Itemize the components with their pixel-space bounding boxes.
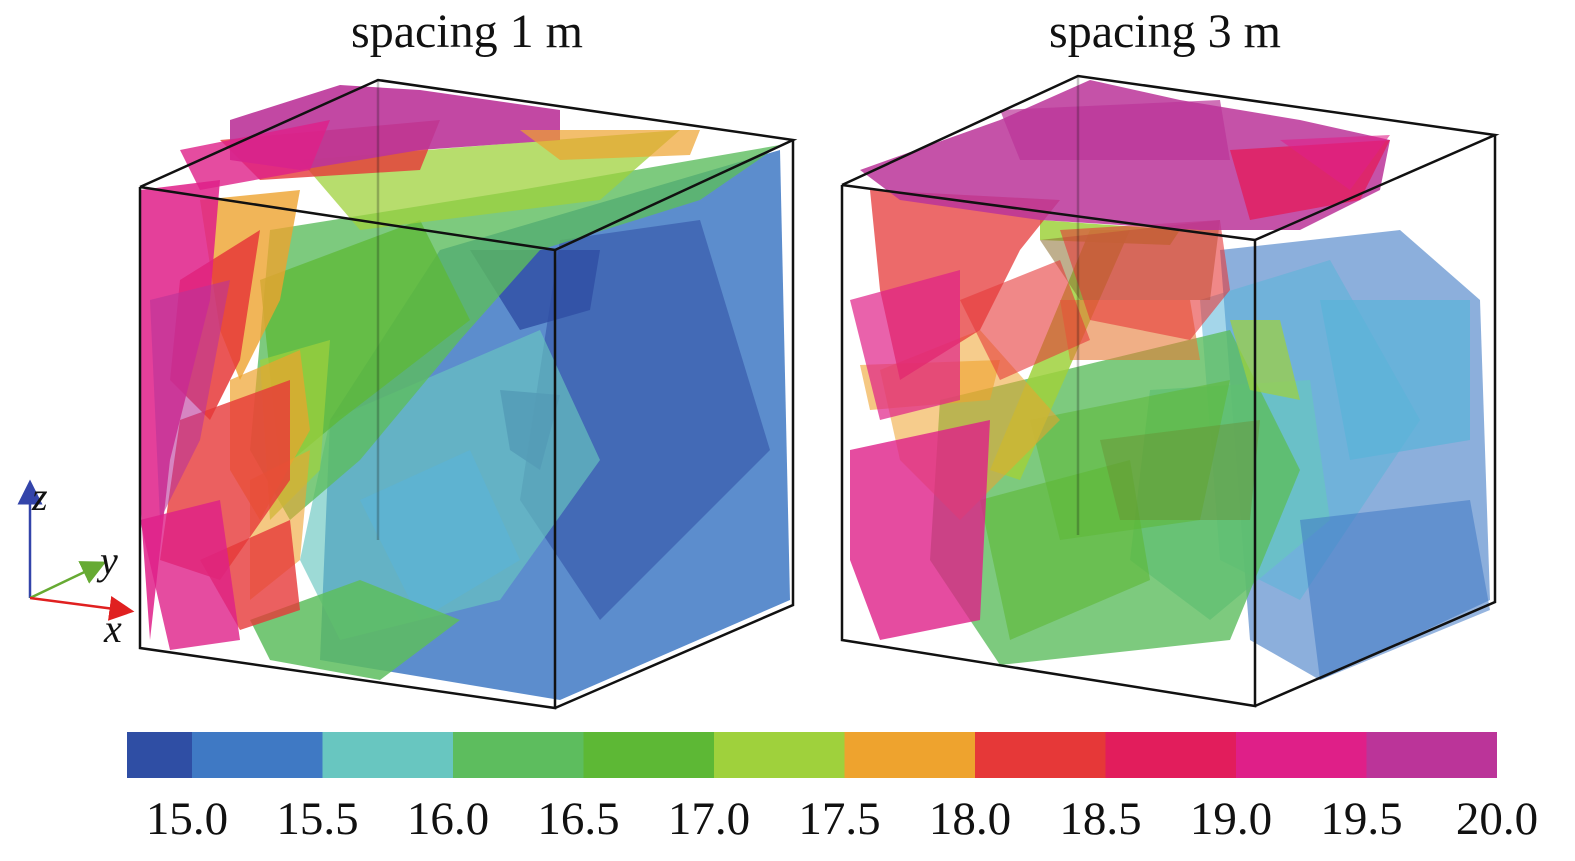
- left-panel-title: spacing 1 m: [351, 5, 583, 58]
- colorbar-tick-label: 17.5: [798, 793, 881, 845]
- colorbar: [127, 732, 1497, 778]
- left-cube-frame: [138, 78, 798, 710]
- right-cube-frame: [840, 74, 1500, 708]
- colorbar-segment: [975, 732, 1106, 778]
- colorbar-segment: [322, 732, 453, 778]
- colorbar-tick-label: 16.0: [406, 793, 490, 845]
- colorbar-segment: [192, 732, 323, 778]
- colorbar-tick-label: 19.5: [1320, 793, 1403, 845]
- colorbar-segment: [844, 732, 975, 778]
- left-cube-fractures: [140, 85, 790, 700]
- colorbar-tick-label: 17.0: [667, 793, 751, 845]
- right-cube-fractures: [850, 80, 1490, 680]
- colorbar-segment: [714, 732, 845, 778]
- colorbar-segment: [453, 732, 584, 778]
- colorbar-tick-label: 20.0: [1455, 793, 1539, 845]
- colorbar-segment: [1105, 732, 1236, 778]
- colorbar-segment: [1366, 732, 1497, 778]
- colorbar-tick-label: 19.0: [1189, 793, 1273, 845]
- colorbar-segment: [127, 732, 192, 778]
- x-axis-label: x: [104, 606, 122, 651]
- right-panel-title: spacing 3 m: [1049, 5, 1281, 58]
- z-axis-label: z: [32, 474, 48, 519]
- axis-triad: [17, 479, 135, 621]
- colorbar-segment: [583, 732, 714, 778]
- colorbar-segment: [1236, 732, 1367, 778]
- colorbar-tick-label: 18.5: [1059, 793, 1142, 845]
- colorbar-tick-label: 16.5: [537, 793, 620, 845]
- colorbar-tick-label: 15.0: [145, 793, 229, 845]
- colorbar-tick-label: 15.5: [276, 793, 359, 845]
- colorbar-tick-label: 18.0: [928, 793, 1012, 845]
- x-axis-arrow: [29, 595, 135, 621]
- y-axis-arrow: [29, 561, 107, 600]
- y-axis-label: y: [100, 538, 118, 583]
